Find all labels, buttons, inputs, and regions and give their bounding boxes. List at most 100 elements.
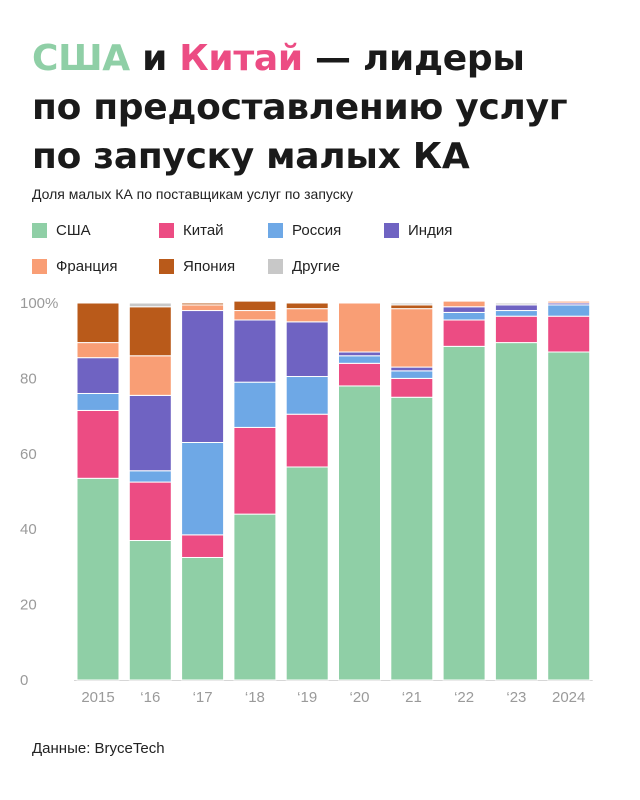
bar-segment <box>76 409 120 479</box>
bar-segment <box>338 302 381 353</box>
bar-segment <box>181 441 225 536</box>
x-tick-label: ‘20 <box>349 689 369 706</box>
bar-segment <box>390 304 434 310</box>
bar-segment <box>390 370 434 379</box>
bar-segment <box>128 481 172 542</box>
bar-segment <box>494 302 538 306</box>
bar-segment <box>442 319 486 347</box>
chart-subtitle: Доля малых КА по поставщикам услуг по за… <box>32 186 354 202</box>
bar-segment <box>547 304 591 317</box>
bar-segment <box>338 362 381 387</box>
legend-item: Индия <box>384 222 452 239</box>
bar-segment <box>181 304 225 312</box>
bar-segment <box>285 302 329 310</box>
bar-segment <box>128 355 172 396</box>
legend-label: Китай <box>183 222 224 239</box>
legend-item: Япония <box>159 258 235 275</box>
bar-segment <box>338 351 381 357</box>
bar-segment <box>76 357 120 394</box>
bar-segment <box>494 310 538 317</box>
title-line-2: по предоставлению услуг <box>32 87 568 128</box>
page-title: США и Китай — лидеры по предоставлению у… <box>32 34 622 181</box>
legend-swatch <box>268 223 283 238</box>
bar-segment <box>233 513 277 681</box>
legend-item: Китай <box>159 222 224 239</box>
y-tick-label: 0 <box>20 672 28 689</box>
data-source: Данные: BryceTech <box>32 740 165 757</box>
x-tick-label: ‘19 <box>297 689 317 706</box>
bar-segment <box>76 342 120 359</box>
bar-segment <box>233 381 277 428</box>
title-china: Китай <box>179 38 303 79</box>
bar-segment <box>390 377 434 398</box>
bar-segment <box>181 556 225 681</box>
bar-segment <box>338 355 381 364</box>
bar-segment <box>76 302 120 344</box>
legend-item: Франция <box>32 258 117 275</box>
x-tick-label: ‘23 <box>506 689 526 706</box>
legend-swatch <box>268 259 283 274</box>
y-tick-label: 20 <box>20 597 37 614</box>
bar-segment <box>233 426 277 515</box>
x-tick-label: ‘22 <box>454 689 474 706</box>
title-line-3: по запуску малых КА <box>32 136 470 177</box>
bar-segment <box>390 302 434 306</box>
bar-segment <box>181 310 225 443</box>
bar-segment <box>442 345 486 681</box>
bar-segment <box>128 302 172 308</box>
bar-segment <box>233 310 277 321</box>
bar-segment <box>76 477 120 681</box>
bar-segment <box>181 302 225 306</box>
bar-segment <box>390 366 434 372</box>
y-tick-label: 60 <box>20 446 37 463</box>
x-tick-label: ‘21 <box>402 689 422 706</box>
bar-segment <box>181 534 225 558</box>
stacked-bar-chart: 0 20 40 60 80 100% 2015 ‘16 ‘17 ‘18 ‘19 ‘20 ‘21 ‘22 ‘2… <box>20 295 593 706</box>
legend-swatch <box>32 223 47 238</box>
bar-segment <box>547 351 591 681</box>
bar-segment <box>128 470 172 483</box>
y-tick-label: 40 <box>20 521 37 538</box>
legend-item: США <box>32 222 91 239</box>
bar-segment <box>233 300 277 312</box>
legend-swatch <box>32 259 47 274</box>
bar-segment <box>285 466 329 681</box>
x-tick-label: ‘17 <box>193 689 213 706</box>
bar-segment <box>233 319 277 383</box>
y-tick-label: 80 <box>20 370 37 387</box>
bar-segment <box>128 394 172 472</box>
legend-label: Другие <box>292 258 341 275</box>
bar-segment <box>338 385 381 681</box>
legend-label: Индия <box>408 222 453 239</box>
legend-swatch <box>159 223 174 238</box>
bar-segment <box>128 540 172 681</box>
bar-segment <box>285 321 329 378</box>
bar-segment <box>442 311 486 321</box>
bar-segment <box>390 308 434 368</box>
legend-label: Франция <box>56 258 118 275</box>
legend-label: Россия <box>292 222 342 239</box>
x-tick-label: ‘18 <box>245 689 265 706</box>
bar-segment <box>494 304 538 312</box>
legend-label: США <box>56 222 91 239</box>
bar-segment <box>390 396 434 681</box>
legend-swatch <box>159 259 174 274</box>
bar-segment <box>442 300 486 308</box>
bar-segment <box>494 315 538 344</box>
bar-segment <box>494 342 538 681</box>
legend-label: Япония <box>183 258 236 275</box>
bar-segment <box>285 308 329 323</box>
legend-item: Россия <box>268 222 341 239</box>
bar-segment <box>285 413 329 468</box>
title-and: и <box>129 38 180 79</box>
chart-legend: США Китай Россия Индия Франция Япония Другие <box>32 222 612 282</box>
legend-swatch <box>384 223 399 238</box>
bar-segment <box>442 306 486 313</box>
y-tick-label: 100% <box>20 295 58 312</box>
x-tick-label: 2024 <box>552 689 585 706</box>
x-tick-label: 2015 <box>81 689 114 706</box>
title-usa: США <box>32 38 130 79</box>
bar-segment <box>128 306 172 357</box>
bar-segment <box>76 392 120 411</box>
legend-item: Другие <box>268 258 340 275</box>
